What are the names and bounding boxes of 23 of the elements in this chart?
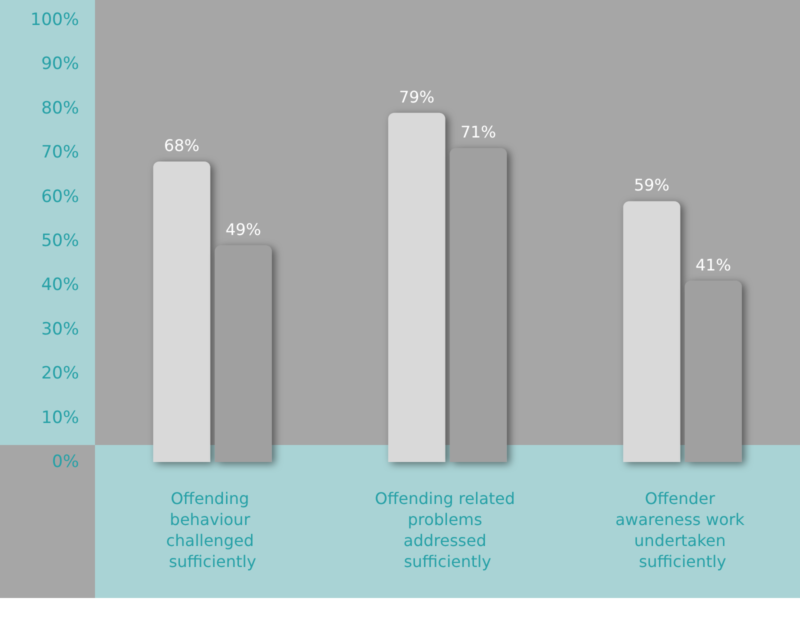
y-tick-label: 50%	[41, 231, 79, 251]
data-label: 49%	[226, 220, 262, 239]
y-tick-label: 40%	[41, 275, 79, 296]
bar	[153, 161, 210, 462]
x-tick-label: Offending behaviour challenged sufficiently	[166, 489, 259, 571]
data-label: 59%	[634, 176, 670, 195]
y-tick-label: 70%	[41, 142, 79, 163]
x-tick-label: Offending related problems addressed sufficiently	[374, 489, 520, 571]
y-tick-label: 10%	[41, 408, 79, 428]
y-tick-label: 0%	[52, 452, 79, 472]
x-tick-label: Offender awareness work undertaken sufficiently	[615, 489, 750, 571]
bar	[388, 112, 446, 462]
data-label: 68%	[164, 136, 200, 155]
data-label: 71%	[460, 122, 496, 142]
y-tick-label: 20%	[41, 364, 79, 384]
y-tick-label: 90%	[41, 54, 79, 74]
data-label: 41%	[696, 255, 732, 274]
y-tick-label: 100%	[30, 10, 79, 30]
bar	[623, 201, 680, 462]
y-tick-label: 60%	[41, 186, 79, 207]
y-tick-label: 30%	[41, 319, 79, 340]
data-label: 79%	[398, 87, 434, 106]
y-tick-label: 80%	[41, 98, 79, 118]
